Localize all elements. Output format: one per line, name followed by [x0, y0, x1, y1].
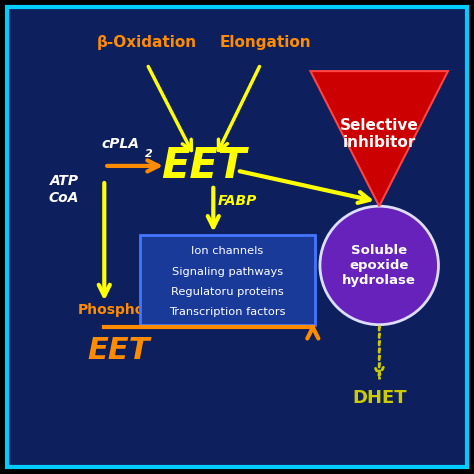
Text: ATP
CoA: ATP CoA	[49, 174, 79, 205]
Text: Ion channels: Ion channels	[191, 246, 264, 256]
FancyBboxPatch shape	[7, 7, 467, 467]
Text: EET: EET	[87, 336, 150, 365]
Text: FABP: FABP	[218, 194, 257, 209]
Text: β-Oxidation: β-Oxidation	[97, 35, 197, 50]
Text: EET: EET	[161, 145, 246, 187]
Text: DHET: DHET	[352, 389, 407, 407]
Text: Transcription factors: Transcription factors	[169, 307, 286, 318]
Polygon shape	[310, 71, 448, 206]
Text: Signaling pathways: Signaling pathways	[172, 266, 283, 277]
Text: Selective
inhibitor: Selective inhibitor	[340, 118, 419, 150]
Text: Phospholipids: Phospholipids	[78, 303, 187, 318]
Text: 2: 2	[145, 149, 152, 159]
Text: cPLA: cPLA	[102, 137, 140, 151]
Text: Regulatoru proteins: Regulatoru proteins	[171, 287, 284, 297]
FancyBboxPatch shape	[140, 235, 315, 325]
Text: Soluble
epoxide
hydrolase: Soluble epoxide hydrolase	[342, 244, 416, 287]
Circle shape	[320, 206, 438, 325]
Text: Elongation: Elongation	[219, 35, 311, 50]
